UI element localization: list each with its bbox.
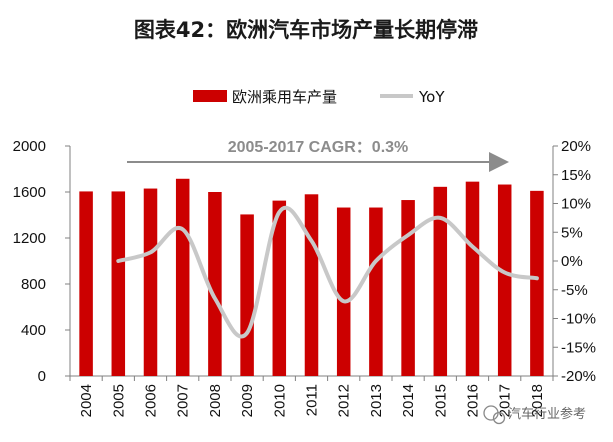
bar-series	[79, 178, 544, 376]
x-tick-label: 2017	[497, 384, 514, 417]
bar-2014	[401, 200, 415, 376]
legend-line-label: YoY	[418, 88, 445, 106]
bar-2016	[465, 181, 480, 376]
right-tick-label: 20%	[561, 138, 591, 155]
bar-2004	[79, 191, 93, 376]
bar-2011	[304, 194, 319, 376]
right-tick-label: -10%	[561, 311, 596, 328]
bar-2008	[208, 192, 222, 376]
right-tick-label: -15%	[561, 339, 596, 356]
right-tick-label: 10%	[561, 196, 591, 213]
legend: 欧洲乘用车产量 YoY	[193, 88, 445, 106]
wechat-icon-small	[492, 411, 506, 425]
x-tick-label: 2014	[400, 384, 417, 417]
right-tick-label: -5%	[561, 282, 588, 299]
left-tick-label: 800	[21, 276, 46, 293]
bar-2012	[336, 207, 351, 376]
bar-2005	[111, 191, 126, 376]
legend-bar-label: 欧洲乘用车产量	[232, 88, 337, 106]
x-tick-label: 2016	[465, 384, 482, 417]
x-tick-label: 2006	[143, 384, 160, 417]
bar-2009	[240, 214, 254, 376]
right-tick-label: 0%	[561, 253, 583, 270]
x-tick-label: 2013	[368, 384, 385, 417]
bar-2006	[143, 188, 158, 376]
left-tick-label: 400	[21, 322, 46, 339]
bar-2007	[175, 178, 190, 376]
bar-2015	[433, 186, 448, 376]
left-tick-label: 1200	[13, 230, 46, 247]
bar-2010	[272, 200, 287, 376]
chart-title: 图表42：欧洲汽车市场产量长期停滞	[134, 18, 478, 42]
right-tick-label: -20%	[561, 368, 596, 385]
right-tick-label: 15%	[561, 167, 591, 184]
x-tick-label: 2012	[336, 384, 353, 417]
x-tick-label: 2018	[529, 384, 546, 417]
left-tick-label: 1600	[13, 184, 46, 201]
x-tick-label: 2007	[175, 384, 192, 417]
bar-2017	[497, 184, 512, 376]
x-tick-label: 2011	[304, 384, 321, 416]
cagr-annotation: 2005-2017 CAGR：0.3%	[228, 139, 409, 156]
watermark-text: 汽车行业参考	[508, 406, 586, 422]
x-tick-label: 2005	[110, 384, 127, 417]
bar-2013	[369, 207, 383, 376]
left-tick-label: 0	[38, 368, 46, 385]
x-tick-label: 2004	[78, 384, 95, 417]
x-tick-label: 2008	[207, 384, 224, 417]
x-tick-label: 2015	[432, 384, 449, 417]
watermark: 汽车行业参考	[483, 405, 586, 425]
legend-bar-swatch	[193, 90, 227, 102]
x-tick-label: 2010	[271, 384, 288, 417]
yoy-line	[116, 205, 539, 339]
x-tick-label: 2009	[239, 384, 256, 417]
axes: 0 400 800 1200 1600 2000 -20% -15% -10% -5% 0% 5% 10…	[13, 138, 596, 417]
right-tick-label: 5%	[561, 224, 583, 241]
left-tick-label: 2000	[13, 138, 46, 155]
bar-2018	[530, 190, 544, 376]
